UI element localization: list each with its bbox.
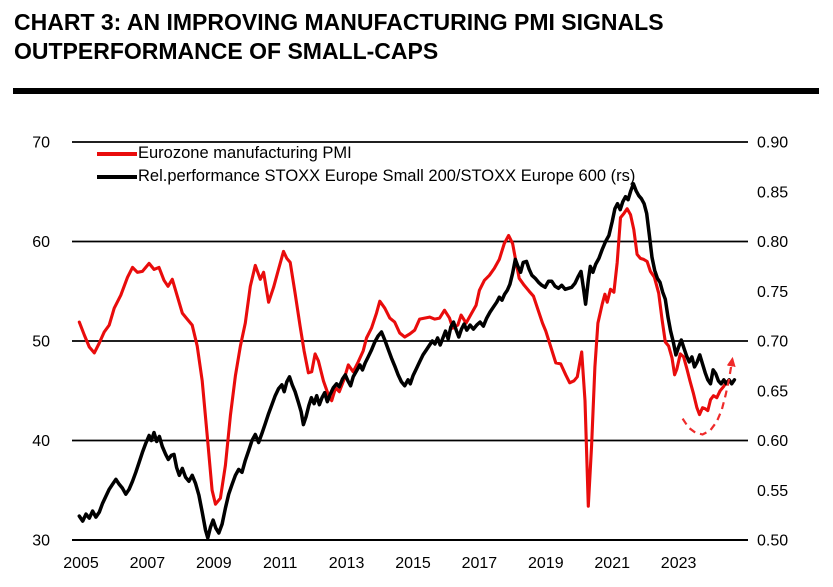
x-axis-label: 2011 [263,555,298,572]
left-axis-label: 40 [32,433,50,450]
chart-title-line2: OUTPERFORMANCE OF SMALL-CAPS [14,38,439,64]
x-axis-label: 2015 [395,555,431,572]
legend-label-pmi: Eurozone manufacturing PMI [138,144,352,162]
legend-item-pmi: Eurozone manufacturing PMI [97,142,635,165]
x-axis-label: 2021 [594,555,630,572]
chart-title: CHART 3: AN IMPROVING MANUFACTURING PMI … [14,8,819,66]
x-axis-label: 2023 [661,555,697,572]
right-axis-label: 0.70 [757,334,788,351]
legend: Eurozone manufacturing PMI Rel.performan… [97,142,635,188]
pmi-line-swatch-icon [97,151,137,156]
relative-performance-line [77,182,737,540]
x-axis-label: 2007 [130,555,166,572]
left-axis-label: 50 [32,334,50,351]
left-axis-label: 70 [32,135,50,152]
right-axis-label: 0.65 [757,383,788,400]
x-axis-label: 2009 [196,555,232,572]
right-axis-label: 0.90 [757,135,788,152]
x-axis-label: 2019 [528,555,564,572]
right-axis-label: 0.50 [757,533,788,550]
legend-item-relperf: Rel.performance STOXX Europe Small 200/S… [97,165,635,188]
legend-label-relperf: Rel.performance STOXX Europe Small 200/S… [138,167,636,185]
right-axis-label: 0.60 [757,433,788,450]
right-axis-label: 0.75 [757,284,788,301]
left-axis-label: 30 [32,533,50,550]
x-axis-label: 2005 [63,555,99,572]
rebound-arrow [681,356,736,436]
right-axis-label: 0.80 [757,234,788,251]
x-axis-label: 2017 [462,555,498,572]
chart-title-line1: CHART 3: AN IMPROVING MANUFACTURING PMI … [14,9,664,35]
title-divider-rule [13,88,819,94]
pmi-line [77,207,729,508]
relperf-line-swatch-icon [97,174,137,179]
x-axis-label: 2013 [329,555,365,572]
right-axis-label: 0.85 [757,184,788,201]
right-axis-label: 0.55 [757,483,788,500]
left-axis-label: 60 [32,234,50,251]
